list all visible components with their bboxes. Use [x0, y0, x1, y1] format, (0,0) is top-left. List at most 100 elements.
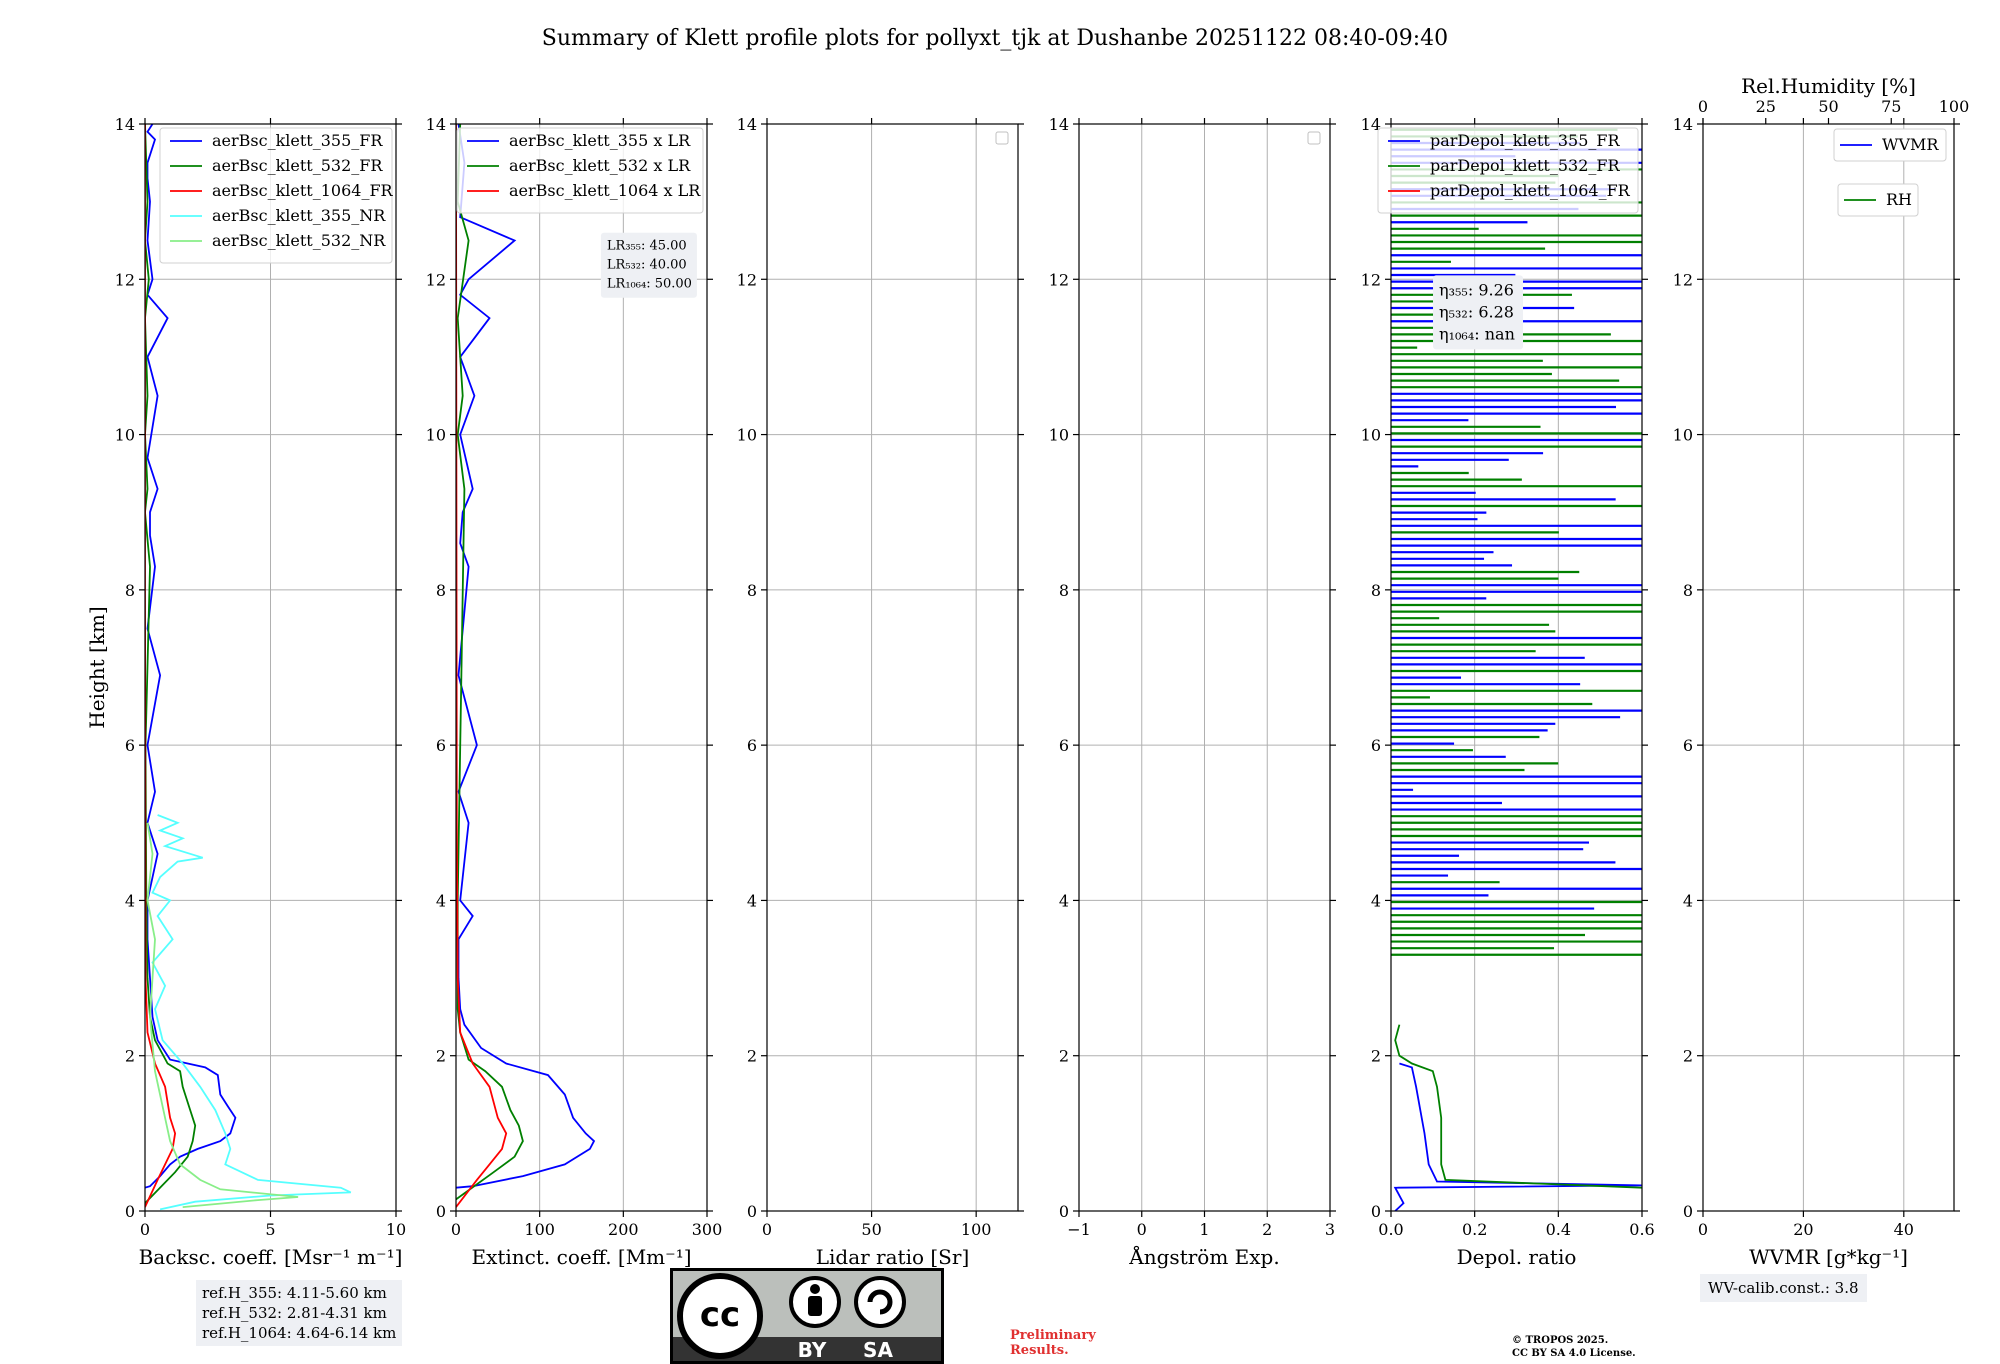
top-x-tick-label: 100 — [1939, 97, 1970, 116]
top-x-tick-label: 25 — [1756, 97, 1776, 116]
y-tick-label: 8 — [1683, 581, 1693, 600]
y-tick-label: 6 — [436, 736, 446, 755]
legend-entry: aerBsc_klett_532_NR — [212, 231, 386, 250]
x-tick-label: 0 — [762, 1220, 772, 1239]
top-x-axis-label: Rel.Humidity [%] — [1741, 74, 1916, 98]
y-tick-label: 6 — [125, 736, 135, 755]
y-tick-label: 4 — [1371, 891, 1381, 910]
axes-frame — [1702, 123, 1955, 1212]
ref-height-1064: ref.H_1064: 4.64-6.14 km — [202, 1324, 397, 1342]
depol-noise — [1391, 128, 1642, 956]
y-tick-label: 12 — [1049, 270, 1069, 289]
y-tick-label: 2 — [436, 1047, 446, 1066]
annotation-text: η₁₀₆₄: nan — [1439, 324, 1515, 343]
y-tick-label: 10 — [115, 426, 135, 445]
y-tick-label: 8 — [436, 581, 446, 600]
legend-entry: aerBsc_klett_532 x LR — [509, 156, 691, 175]
y-tick-label: 12 — [1673, 270, 1693, 289]
by-icon-body — [808, 1296, 822, 1316]
y-tick-label: 14 — [1673, 115, 1693, 134]
y-tick-label: 4 — [1683, 891, 1693, 910]
annotation-text: η₃₅₅: 9.26 — [1439, 280, 1514, 299]
reference-heights-box: ref.H_355: 4.11-5.60 km ref.H_532: 2.81-… — [196, 1280, 403, 1346]
x-axis-label: Extinct. coeff. [Mm⁻¹] — [471, 1245, 691, 1269]
x-tick-label: 10 — [386, 1220, 406, 1239]
y-tick-label: 12 — [115, 270, 135, 289]
x-axis-label: WVMR [g*kg⁻¹] — [1749, 1245, 1908, 1269]
ref-height-532: ref.H_532: 2.81-4.31 km — [202, 1304, 387, 1322]
y-tick-label: 0 — [1059, 1202, 1069, 1221]
by-icon-head — [810, 1284, 820, 1294]
y-tick-label: 4 — [125, 891, 135, 910]
y-tick-label: 10 — [1673, 426, 1693, 445]
x-tick-label: 40 — [1894, 1220, 1914, 1239]
annotation-text: η₅₃₂: 6.28 — [1439, 302, 1514, 321]
x-tick-label: 0 — [1137, 1220, 1147, 1239]
legend-box — [456, 127, 704, 214]
legend-entry: aerBsc_klett_1064 x LR — [509, 181, 701, 200]
y-tick-label: 10 — [1049, 426, 1069, 445]
annotation-text: LR₁₀₆₄: 50.00 — [607, 277, 692, 292]
legend-box — [1837, 183, 1919, 217]
x-tick-label: 0 — [451, 1220, 461, 1239]
x-axis-label: Lidar ratio [Sr] — [816, 1245, 970, 1269]
y-tick-label: 14 — [115, 115, 135, 134]
sa-icon-arrow — [867, 1289, 893, 1315]
y-tick-label: 2 — [1371, 1047, 1381, 1066]
y-tick-label: 2 — [125, 1047, 135, 1066]
series-line-aerBsc_klett_355_NR — [151, 814, 352, 1211]
y-tick-label: 0 — [1371, 1202, 1381, 1221]
legend-entry: parDepol_klett_355_FR — [1430, 131, 1621, 150]
x-tick-label: 0.2 — [1462, 1220, 1487, 1239]
legend-entry: aerBsc_klett_355 x LR — [509, 131, 691, 150]
legend-box — [159, 127, 393, 264]
y-tick-label: 12 — [737, 270, 757, 289]
y-tick-label: 6 — [1371, 736, 1381, 755]
x-tick-label: 100 — [961, 1220, 992, 1239]
y-tick-label: 0 — [125, 1202, 135, 1221]
annotation-text: LR₅₃₂: 40.00 — [607, 258, 687, 273]
panel-extinction: 0 100 200 300 0 2 4 6 8 10 12 14 Extinct. coeff. [Mm… — [426, 115, 723, 1269]
preliminary-line-1: Preliminary — [1010, 1328, 1096, 1343]
legend-entry: aerBsc_klett_1064_FR — [212, 181, 394, 200]
cc-icon-text: cc — [700, 1295, 740, 1335]
panel-depol: 0.0 0.2 0.4 0.6 0 2 4 6 8 10 12 14 Depol. ratio parDe… — [1361, 115, 1655, 1269]
legend-entry: RH — [1886, 190, 1912, 209]
series-line-aerBsc_klett_532_NR — [146, 822, 299, 1208]
figure-title: Summary of Klett profile plots for polly… — [542, 26, 1448, 51]
sa-label: SA — [863, 1338, 893, 1362]
cc-by-sa-license-badge: cc BY SA — [670, 1268, 944, 1364]
x-tick-label: 0.4 — [1546, 1220, 1571, 1239]
y-tick-label: 0 — [436, 1202, 446, 1221]
y-tick-label: 0 — [747, 1202, 757, 1221]
y-tick-label: 2 — [747, 1047, 757, 1066]
x-axis-label: Backsc. coeff. [Msr⁻¹ m⁻¹] — [139, 1245, 403, 1269]
series-line-aerBsc_klett_355 x LR — [456, 124, 596, 1189]
x-tick-label: 200 — [608, 1220, 639, 1239]
y-tick-label: 10 — [1361, 426, 1381, 445]
y-axis-label: Height [km] — [85, 606, 109, 728]
wv-calib-text: WV-calib.const.: 3.8 — [1708, 1279, 1859, 1297]
x-tick-label: 0.6 — [1629, 1220, 1654, 1239]
y-tick-label: 0 — [1683, 1202, 1693, 1221]
axes-frame — [1390, 123, 1643, 1212]
panel-backscatter: 0 5 10 0 2 4 6 8 10 12 14 Backsc. coeff. [Msr⁻¹ m⁻¹… — [85, 115, 406, 1269]
series-line-aerBsc_klett_355_FR — [145, 124, 237, 1189]
series-line-parDepol_klett_355_FR — [1393, 1062, 1642, 1211]
annotation-text: LR₃₅₅: 45.00 — [607, 239, 687, 254]
x-tick-label: 20 — [1793, 1220, 1813, 1239]
y-tick-label: 6 — [1059, 736, 1069, 755]
x-tick-label: −1 — [1067, 1220, 1091, 1239]
legend-box — [1833, 128, 1947, 162]
x-tick-label: 3 — [1325, 1220, 1335, 1239]
wv-calib-box: WV-calib.const.: 3.8 — [1700, 1274, 1867, 1302]
y-tick-label: 10 — [737, 426, 757, 445]
x-tick-label: 5 — [265, 1220, 275, 1239]
y-tick-label: 12 — [426, 270, 446, 289]
annotation-box — [600, 232, 697, 298]
ref-height-355: ref.H_355: 4.11-5.60 km — [202, 1284, 387, 1302]
x-tick-label: 0.0 — [1378, 1220, 1403, 1239]
legend-entry: parDepol_klett_1064_FR — [1430, 181, 1631, 200]
x-tick-label: 0 — [1698, 1220, 1708, 1239]
